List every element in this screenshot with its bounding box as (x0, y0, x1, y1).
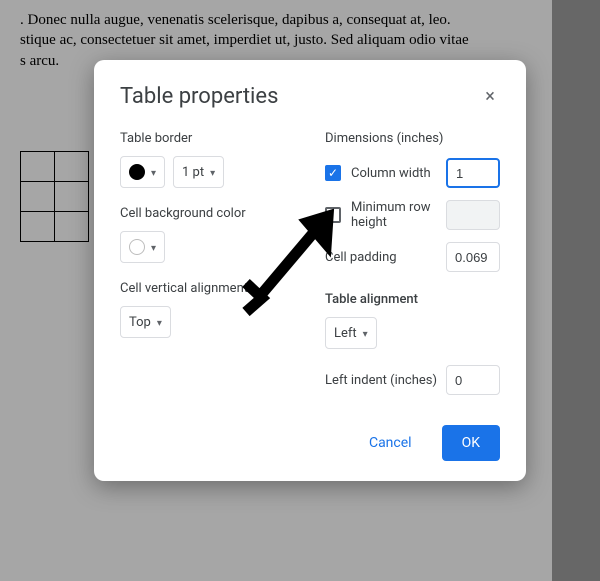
table-alignment-label: Table alignment (325, 292, 500, 307)
row-height-input[interactable] (446, 200, 500, 230)
swatch-icon (129, 164, 145, 180)
dialog-footer: Cancel OK (120, 425, 500, 461)
chevron-down-icon (157, 315, 162, 330)
chevron-down-icon (151, 165, 156, 180)
table-properties-dialog: Table properties × Table border 1 pt Cel… (94, 60, 526, 481)
close-icon[interactable]: × (480, 87, 500, 107)
cell-padding-input[interactable] (446, 242, 500, 272)
column-width-checkbox[interactable] (325, 165, 341, 181)
cancel-button[interactable]: Cancel (349, 425, 432, 461)
border-color-picker[interactable] (120, 156, 165, 188)
row-height-label: Minimum row height (351, 200, 438, 230)
row-height-checkbox[interactable] (325, 207, 341, 223)
column-width-input[interactable] (446, 158, 500, 188)
chevron-down-icon (210, 165, 215, 180)
table-border-label: Table border (120, 131, 295, 146)
ok-button[interactable]: OK (442, 425, 500, 461)
border-width-picker[interactable]: 1 pt (173, 156, 224, 188)
cell-padding-label: Cell padding (325, 250, 397, 265)
cell-bgcolor-label: Cell background color (120, 206, 295, 221)
column-width-label: Column width (351, 166, 431, 181)
cell-valign-label: Cell vertical alignment (120, 281, 295, 296)
cell-valign-value: Top (129, 315, 151, 330)
chevron-down-icon (363, 326, 368, 341)
chevron-down-icon (151, 240, 156, 255)
cell-bgcolor-picker[interactable] (120, 231, 165, 263)
swatch-icon (129, 239, 145, 255)
border-width-value: 1 pt (182, 165, 204, 180)
left-indent-input[interactable] (446, 365, 500, 395)
table-alignment-picker[interactable]: Left (325, 317, 377, 349)
left-indent-label: Left indent (inches) (325, 373, 437, 388)
cell-valign-picker[interactable]: Top (120, 306, 171, 338)
dialog-title: Table properties (120, 84, 278, 109)
left-column: Table border 1 pt Cell background color (120, 131, 295, 403)
right-column: Dimensions (inches) Column width Minimum… (325, 131, 500, 403)
dimensions-label: Dimensions (inches) (325, 131, 500, 146)
table-alignment-value: Left (334, 326, 357, 341)
